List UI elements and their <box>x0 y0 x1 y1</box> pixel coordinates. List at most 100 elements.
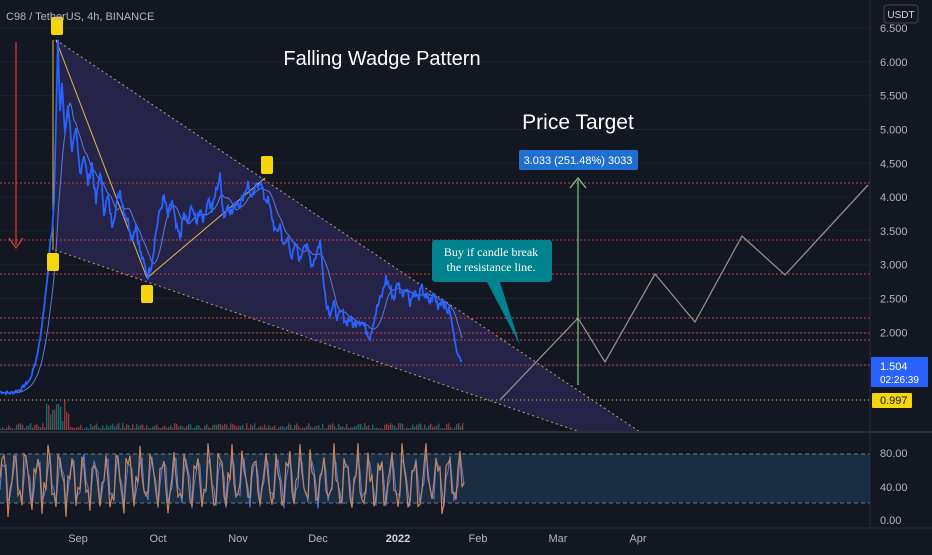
volume-bar <box>62 421 64 430</box>
x-tick-label: Mar <box>549 533 568 545</box>
volume-bar <box>60 406 62 430</box>
volume-bar <box>124 427 126 430</box>
volume-bar <box>224 423 226 430</box>
volume-bar <box>18 423 20 430</box>
y-axis[interactable]: 6.500 6.000 5.500 5.000 4.500 4.000 3.500 3.000… <box>880 23 908 407</box>
volume-bar <box>458 423 460 430</box>
volume-bar <box>278 427 280 430</box>
rsi-axis[interactable]: 80.00 40.00 0.00 <box>880 448 908 527</box>
volume-bar <box>452 428 454 430</box>
volume-bar <box>406 427 408 430</box>
volume-bar <box>200 427 202 430</box>
volume-bar <box>412 424 414 430</box>
volume-bar <box>24 428 26 430</box>
volume-bar <box>14 428 16 430</box>
volume-bar <box>330 424 332 430</box>
volume-bar <box>348 428 350 430</box>
volume-bar <box>204 425 206 430</box>
volume-bar <box>232 424 234 430</box>
volume-bar <box>226 424 228 430</box>
volume-bar <box>308 423 310 430</box>
volume-bar <box>442 428 444 430</box>
volume-bar <box>402 423 404 430</box>
volume-bar <box>302 427 304 430</box>
price-line[interactable] <box>0 39 463 397</box>
volume-bar <box>270 427 272 430</box>
volume-bar <box>310 426 312 430</box>
rsi-tick: 0.00 <box>880 515 901 527</box>
volume-bar <box>148 427 150 430</box>
marker-2[interactable] <box>47 253 59 271</box>
volume-bar <box>238 426 240 430</box>
volume-bar <box>414 426 416 430</box>
volume-bar <box>346 423 348 430</box>
volume-bar <box>354 426 356 430</box>
y-tick-label: 6.500 <box>880 23 908 35</box>
projection-path[interactable] <box>499 184 869 401</box>
volume-bar <box>22 424 24 430</box>
volume-bar <box>176 424 178 430</box>
volume-bar <box>380 428 382 430</box>
volume-bar <box>454 427 456 430</box>
volume-bar <box>150 428 152 430</box>
volume-bar <box>4 428 6 430</box>
callout-box[interactable] <box>432 240 552 345</box>
marker-4[interactable] <box>261 156 273 174</box>
volume-bar <box>252 426 254 430</box>
currency-button[interactable] <box>883 4 919 24</box>
volume-bar <box>264 424 266 430</box>
volume-bar <box>376 427 378 430</box>
volume-bar <box>350 426 352 430</box>
x-axis[interactable]: Sep Oct Nov Dec 2022 Feb Mar Apr <box>68 533 647 545</box>
volume-bar <box>388 424 390 430</box>
marker-1[interactable] <box>51 17 63 35</box>
volume-bar <box>374 427 376 430</box>
volume-bar <box>42 423 44 430</box>
volume-bar <box>116 424 118 430</box>
callout-line-2: the resistance line. <box>447 260 536 274</box>
volume-bar <box>318 425 320 430</box>
volume-bar <box>108 426 110 430</box>
support-price-label[interactable] <box>872 393 912 408</box>
volume-bar <box>64 400 66 430</box>
countdown: 02:26:39 <box>880 375 919 386</box>
volume-bar <box>266 427 268 430</box>
volume-bar <box>418 424 420 430</box>
last-price-value: 1.504 <box>880 361 908 373</box>
volume-bar <box>272 426 274 430</box>
volume-bar <box>316 425 318 430</box>
volume-bar <box>344 427 346 430</box>
volume-bar <box>324 428 326 430</box>
moving-average-line[interactable] <box>0 102 463 394</box>
wedge-upper-line[interactable] <box>55 39 641 433</box>
volume-bar <box>68 413 70 430</box>
volume-bar <box>38 426 40 430</box>
volume-bar <box>274 425 276 430</box>
volume-bar <box>338 423 340 430</box>
volume-bar <box>30 423 32 430</box>
volume-bar <box>44 427 46 430</box>
volume-bar <box>166 427 168 430</box>
target-box[interactable] <box>519 150 638 170</box>
volume-bar <box>66 411 68 430</box>
marker-3[interactable] <box>141 285 153 303</box>
volume-bar <box>88 428 90 430</box>
last-price-label[interactable] <box>871 357 928 387</box>
x-tick-label: Feb <box>469 533 488 545</box>
volume-bar <box>292 428 294 430</box>
y-tick-label: 2.000 <box>880 327 908 339</box>
volume-bar <box>340 426 342 430</box>
volume-bar <box>102 425 104 430</box>
volume-bar <box>430 423 432 430</box>
rsi-line[interactable] <box>0 443 465 517</box>
volume-bar <box>10 427 12 430</box>
y-tick-label: 3.500 <box>880 226 908 238</box>
volume-bar <box>76 427 78 430</box>
symbol-label: C98 / TetherUS, 4h, BINANCE <box>6 11 154 23</box>
volume-bar <box>54 409 56 430</box>
x-tick-label: Sep <box>68 533 88 545</box>
volume-bar <box>422 428 424 430</box>
volume-bar <box>368 425 370 430</box>
